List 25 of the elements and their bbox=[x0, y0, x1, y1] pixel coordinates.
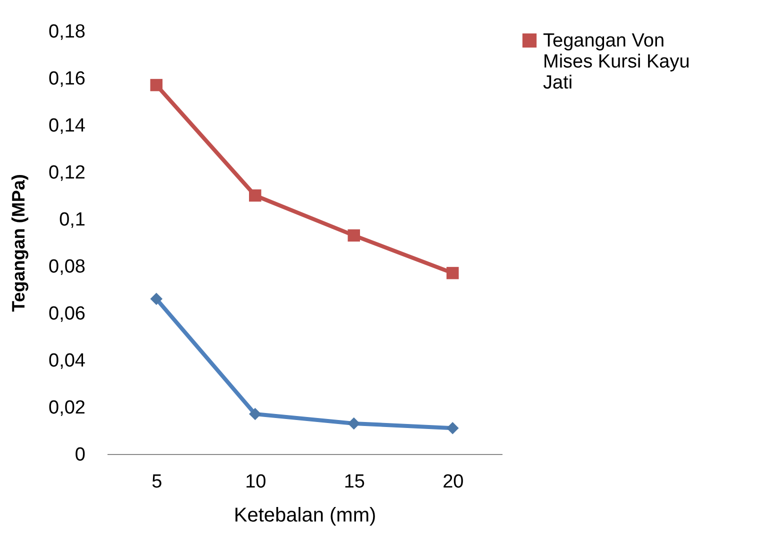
point bbox=[446, 266, 459, 280]
point bbox=[249, 189, 262, 202]
y-tick-label: 0,02 bbox=[48, 398, 86, 418]
point bbox=[348, 417, 360, 430]
y-tick-label: 0,18 bbox=[48, 22, 86, 42]
y-tick-label: 0,12 bbox=[48, 162, 86, 184]
y-tick-label: 0,14 bbox=[48, 116, 86, 136]
point bbox=[446, 422, 459, 434]
y-tick-label: 0,06 bbox=[48, 304, 86, 324]
y-tick-label: 0,08 bbox=[48, 256, 86, 278]
x-tick-label: 5 bbox=[152, 472, 162, 492]
x-tick-label: 20 bbox=[442, 472, 464, 492]
point bbox=[150, 292, 162, 306]
point bbox=[150, 78, 162, 92]
y-tick-label: 0,04 bbox=[48, 350, 86, 372]
x-axis-title: Ketebalan (mm) bbox=[234, 504, 376, 526]
y-tick-label: 0,16 bbox=[48, 68, 86, 90]
y-tick-label: 0 bbox=[74, 444, 86, 466]
legend-label: Tegangan Von Mises Kursi Kayu Jati bbox=[543, 30, 690, 94]
y-axis-title: Tegangan (MPa) bbox=[8, 174, 29, 312]
y-tick-label: 0,1 bbox=[59, 210, 86, 230]
point bbox=[348, 229, 360, 242]
x-tick-label: 15 bbox=[344, 472, 365, 492]
x-tick-label: 10 bbox=[245, 472, 266, 492]
point bbox=[249, 408, 262, 420]
